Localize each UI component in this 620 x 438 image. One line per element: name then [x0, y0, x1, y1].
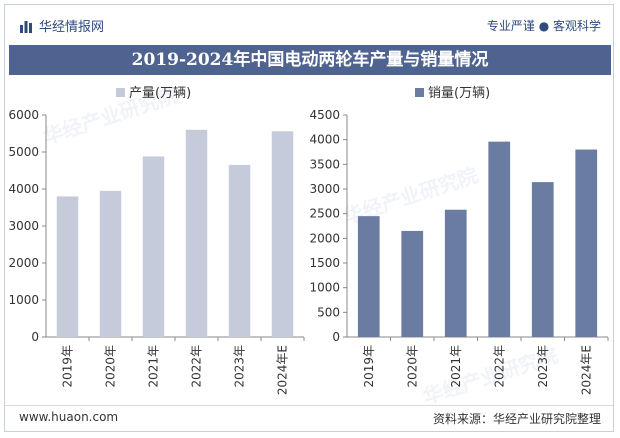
tagline: 专业严谨 ● 客观科学	[486, 19, 601, 33]
chart-title: 2019-2024年中国电动两轮车产量与销量情况	[9, 45, 611, 75]
bar	[357, 216, 380, 337]
y-tick-label: 0	[31, 330, 39, 344]
y-tick-label: 3000	[8, 219, 39, 233]
x-tick-label: 2023年	[233, 345, 247, 388]
bar	[401, 230, 424, 337]
y-tick-label: 3500	[309, 157, 340, 171]
brand-name: 华经情报网	[39, 20, 105, 35]
x-tick-label: 2019年	[362, 345, 376, 388]
y-tick-label: 5000	[8, 145, 39, 159]
header: 华经情报网 专业严谨 ● 客观科学	[5, 5, 613, 43]
y-tick-label: 2000	[309, 231, 340, 245]
bar	[531, 182, 554, 337]
bar	[271, 131, 294, 337]
bar	[444, 209, 467, 337]
bar-chart-logo-icon	[20, 20, 32, 33]
bar	[142, 156, 165, 337]
sales-chart: 销量(万辆) 0 500 1000 1500 2000 2500 3000 3500 4000 45…	[309, 86, 609, 395]
legend-label: 销量(万辆)	[428, 86, 490, 101]
y-tick-label: 4000	[309, 133, 340, 147]
y-tick-label: 2500	[309, 207, 340, 221]
legend: 产量(万辆)	[116, 86, 191, 101]
legend-swatch	[116, 88, 125, 97]
x-tick-label: 2020年	[405, 345, 419, 388]
footer-source: 资料来源：华经产业研究院整理	[432, 412, 601, 426]
legend-label: 产量(万辆)	[129, 86, 191, 101]
y-tick-label: 4500	[309, 108, 340, 122]
x-tick-label: 2024年E	[579, 345, 593, 395]
x-tick-label: 2021年	[449, 345, 463, 388]
y-tick-label: 0	[332, 330, 340, 344]
bar	[488, 141, 511, 337]
y-tick-label: 2000	[8, 256, 39, 270]
y-tick-label: 1000	[8, 293, 39, 307]
y-tick-label: 6000	[8, 108, 39, 122]
y-tick-label: 1000	[309, 281, 340, 295]
bar	[99, 190, 122, 337]
x-tick-label: 2022年	[190, 345, 204, 388]
bar	[185, 129, 208, 337]
x-tick-label: 2024年E	[276, 345, 290, 395]
y-tick-label: 500	[317, 305, 340, 319]
x-tick-label: 2023年	[536, 345, 550, 388]
y-tick-label: 4000	[8, 182, 39, 196]
bar	[56, 196, 79, 337]
bar	[575, 149, 598, 337]
footer-url[interactable]: www.huaon.com	[19, 410, 119, 424]
footer: www.huaon.com 资料来源：华经产业研究院整理	[5, 405, 613, 431]
y-tick-label: 3000	[309, 182, 340, 196]
legend: 销量(万辆)	[415, 86, 490, 101]
legend-swatch	[415, 88, 424, 97]
x-tick-label: 2022年	[492, 345, 506, 388]
brand: 华经情报网	[19, 16, 104, 35]
x-tick-label: 2021年	[147, 345, 161, 388]
x-tick-label: 2020年	[104, 345, 118, 388]
x-tick-label: 2019年	[61, 345, 75, 388]
y-tick-label: 1500	[309, 256, 340, 270]
bar	[228, 164, 251, 337]
production-chart: 产量(万辆) 0 1000 2000 3000 4000 5000 6000 2019年 2020…	[8, 86, 305, 395]
